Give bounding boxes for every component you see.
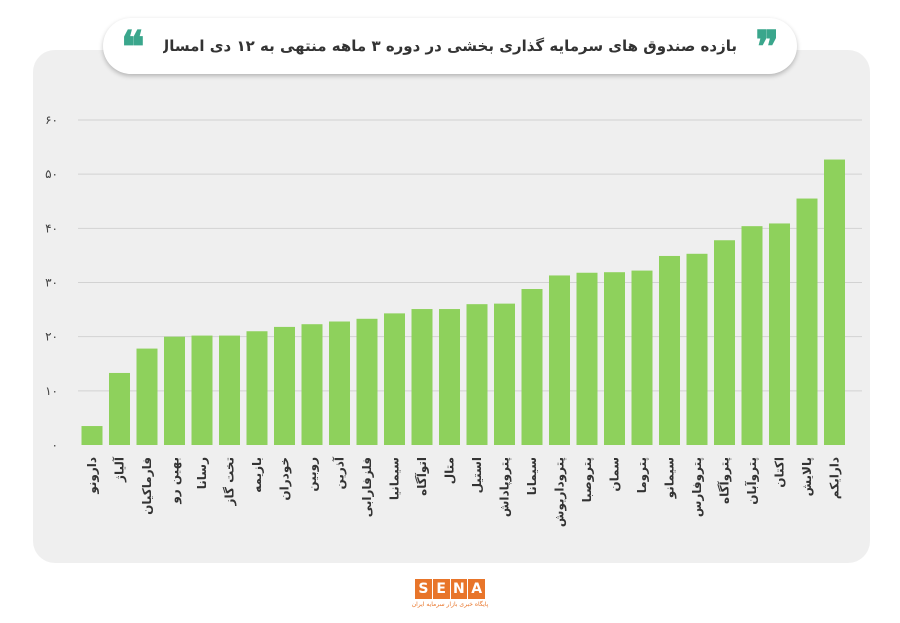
x-axis-labels: دارونو آلیاژ فارماکیان بهین رو رسانا تخت گاز ب… [85,456,842,527]
bar [824,159,845,445]
bar [136,348,158,445]
bar [81,426,103,445]
logo-letter: A [467,579,485,599]
bar [329,321,350,445]
chart-title: بازده صندوق های سرمایه گذاری بخشی در دور… [163,37,737,55]
bar [384,313,405,445]
bar [274,326,295,445]
logo-letter: E [431,579,450,599]
x-tick-label: فلزفارابی [360,457,374,517]
bar [109,372,130,445]
logo-letter: S [415,579,432,599]
x-tick-label: پتروصبا [580,457,595,502]
x-tick-label: خودران [278,457,293,501]
bar [411,309,433,445]
title-banner: ❞ بازده صندوق های سرمایه گذاری بخشی در د… [103,18,797,74]
bar [576,272,598,445]
quote-close-icon: ❝ [121,22,145,73]
logo-tagline: پایگاه خبری بازار سرمایه ایران [411,601,489,608]
bar [549,275,570,445]
x-tick-label: اتوآگاه [414,457,430,496]
x-tick-label: سیمانیا [388,457,402,500]
x-tick-label: رسانا [195,457,209,489]
bar [301,324,323,445]
y-tick-label: ۰ [52,438,58,452]
bar [686,253,708,445]
quote-open-icon: ❞ [755,22,779,73]
x-tick-label: پتروداریوش [553,457,568,527]
bar [521,289,543,445]
bar [466,304,488,445]
x-tick-label: سیمانو [663,457,678,499]
bar [741,226,763,445]
bars [81,159,845,445]
x-tick-label: آذرین [332,456,347,489]
y-tick-label: ۴۰ [45,221,58,235]
bar [494,303,515,445]
bar [164,336,185,445]
bar [769,223,790,445]
logo-letter: N [449,579,468,599]
y-tick-label: ۳۰ [45,276,58,290]
bar [439,309,460,445]
x-tick-label: پالایش [800,457,814,496]
x-tick-label: پتروفارس [690,457,705,517]
bar [714,240,735,445]
x-tick-label: دارونو [85,457,100,495]
y-tick-label: ۲۰ [45,330,58,344]
bar [631,270,653,445]
x-tick-label: تخت گاز [223,457,237,506]
x-tick-label: دارایکم [828,457,842,499]
x-tick-label: فارماکیان [140,457,154,515]
y-axis-ticks: ۰ ۱۰ ۲۰ ۳۰ ۴۰ ۵۰ ۶۰ [45,113,58,452]
x-tick-label: پتروپاداش [498,457,513,517]
x-tick-label: سمان [608,457,622,492]
x-tick-label: پتروآگاه [717,457,733,504]
y-tick-label: ۵۰ [45,167,58,181]
bar [191,335,213,445]
bar [219,335,240,445]
y-tick-label: ۶۰ [45,113,58,127]
bar [796,198,818,445]
y-tick-label: ۱۰ [45,384,58,398]
x-tick-label: سیمانا [525,457,539,495]
bar [659,255,680,445]
x-tick-label: متال [443,457,457,484]
x-tick-label: بهین رو [168,457,183,505]
bar [356,318,378,445]
bar [246,331,268,445]
x-tick-label: استیل [470,457,484,493]
x-tick-label: آلیاژ [112,456,127,483]
bar [604,272,625,445]
x-tick-label: بازیمه [250,457,264,493]
x-tick-label: پتروما [635,457,650,493]
x-tick-label: روبین [305,457,320,492]
x-tick-label: اکتان [773,457,787,488]
x-tick-label: پتروآبان [744,457,760,505]
